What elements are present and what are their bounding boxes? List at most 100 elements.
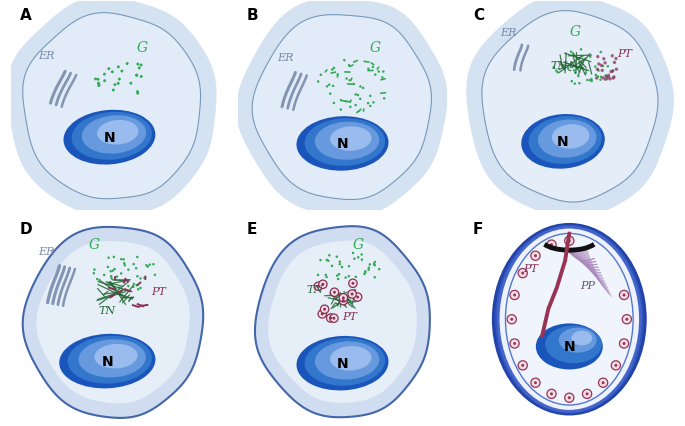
- Circle shape: [117, 66, 120, 69]
- Circle shape: [607, 76, 610, 80]
- Circle shape: [573, 83, 576, 86]
- Circle shape: [531, 378, 540, 387]
- Polygon shape: [36, 242, 190, 403]
- Circle shape: [383, 98, 386, 101]
- Text: TN: TN: [99, 305, 116, 315]
- Circle shape: [329, 317, 332, 320]
- Circle shape: [140, 64, 142, 67]
- Circle shape: [118, 78, 121, 81]
- Ellipse shape: [68, 336, 152, 384]
- Text: B: B: [246, 9, 258, 23]
- Ellipse shape: [79, 340, 146, 377]
- Circle shape: [139, 277, 142, 280]
- Circle shape: [354, 94, 357, 96]
- Circle shape: [325, 259, 328, 262]
- Ellipse shape: [71, 112, 152, 161]
- Circle shape: [510, 291, 519, 300]
- Circle shape: [362, 87, 364, 90]
- Circle shape: [338, 263, 341, 266]
- Circle shape: [372, 102, 375, 104]
- Circle shape: [317, 81, 319, 83]
- Ellipse shape: [536, 324, 603, 370]
- Circle shape: [111, 71, 114, 74]
- Circle shape: [319, 75, 322, 77]
- Circle shape: [364, 271, 366, 274]
- Circle shape: [327, 314, 335, 322]
- Circle shape: [123, 259, 125, 261]
- Circle shape: [136, 256, 138, 259]
- Text: TN: TN: [307, 285, 324, 294]
- Ellipse shape: [305, 338, 385, 386]
- Circle shape: [547, 389, 556, 399]
- Circle shape: [331, 265, 334, 268]
- Circle shape: [353, 83, 355, 86]
- Polygon shape: [23, 227, 203, 418]
- Circle shape: [568, 396, 571, 399]
- Circle shape: [602, 58, 606, 61]
- Circle shape: [534, 255, 537, 258]
- Circle shape: [340, 100, 342, 102]
- Circle shape: [110, 275, 112, 278]
- Polygon shape: [236, 0, 447, 217]
- Circle shape: [328, 84, 331, 87]
- Ellipse shape: [571, 331, 593, 345]
- Circle shape: [332, 317, 336, 320]
- Circle shape: [357, 95, 359, 97]
- Circle shape: [367, 269, 370, 271]
- Circle shape: [152, 263, 155, 266]
- Text: D: D: [19, 222, 32, 236]
- Circle shape: [597, 63, 601, 66]
- Ellipse shape: [82, 116, 146, 154]
- Circle shape: [123, 265, 126, 267]
- Circle shape: [349, 106, 351, 109]
- Circle shape: [111, 283, 113, 285]
- Text: G: G: [370, 41, 381, 55]
- Circle shape: [612, 70, 614, 72]
- Circle shape: [107, 266, 109, 269]
- Circle shape: [97, 85, 101, 88]
- Circle shape: [603, 78, 607, 82]
- Circle shape: [599, 64, 603, 68]
- Ellipse shape: [297, 117, 388, 171]
- Circle shape: [608, 78, 612, 81]
- Circle shape: [321, 283, 325, 286]
- Circle shape: [121, 70, 123, 73]
- Ellipse shape: [498, 227, 640, 412]
- Circle shape: [138, 67, 140, 70]
- Circle shape: [327, 260, 329, 262]
- Circle shape: [112, 256, 115, 259]
- Circle shape: [518, 361, 527, 370]
- Polygon shape: [7, 0, 216, 216]
- Circle shape: [351, 282, 354, 285]
- Circle shape: [314, 282, 323, 291]
- Circle shape: [353, 293, 362, 302]
- Circle shape: [92, 272, 95, 275]
- Circle shape: [348, 290, 356, 299]
- Circle shape: [571, 81, 573, 83]
- Circle shape: [372, 66, 374, 69]
- Text: TN: TN: [551, 61, 568, 71]
- Text: PT: PT: [151, 286, 166, 296]
- Circle shape: [573, 70, 575, 72]
- Circle shape: [116, 83, 120, 86]
- Circle shape: [364, 271, 366, 273]
- Circle shape: [373, 263, 375, 266]
- Circle shape: [601, 66, 604, 68]
- Circle shape: [360, 253, 363, 256]
- Circle shape: [577, 68, 579, 70]
- Circle shape: [586, 80, 588, 82]
- Circle shape: [510, 318, 513, 321]
- Circle shape: [607, 66, 609, 68]
- Circle shape: [574, 72, 577, 75]
- Circle shape: [594, 66, 597, 69]
- Circle shape: [103, 274, 105, 276]
- Circle shape: [584, 73, 587, 75]
- Text: N: N: [564, 340, 575, 354]
- Circle shape: [568, 240, 571, 243]
- Circle shape: [619, 339, 629, 348]
- Circle shape: [513, 342, 516, 345]
- Polygon shape: [255, 227, 430, 417]
- Circle shape: [153, 274, 156, 276]
- Text: C: C: [473, 9, 484, 23]
- Circle shape: [599, 378, 608, 387]
